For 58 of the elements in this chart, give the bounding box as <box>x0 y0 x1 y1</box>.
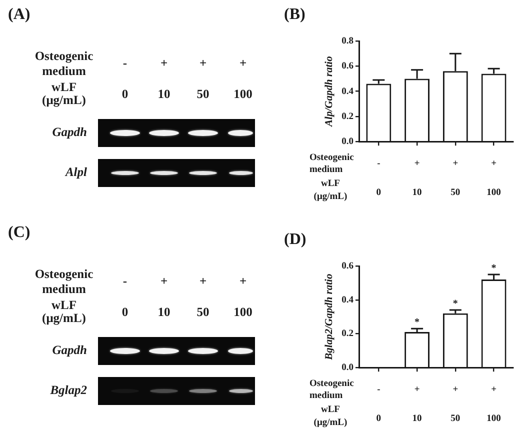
text: 0 <box>122 305 128 320</box>
x-tick-label: 0 <box>376 414 382 424</box>
text: + <box>452 385 458 396</box>
text: + <box>414 385 420 396</box>
text: - <box>377 159 380 170</box>
chart-title: (D) <box>284 231 306 249</box>
y-tick-label: 0.6 <box>342 261 354 272</box>
text: Alpl <box>65 165 87 180</box>
text: - <box>122 274 128 289</box>
text: 10 <box>158 87 170 102</box>
y-tick-label: 0.2 <box>342 112 354 122</box>
y-tick-label: 0.0 <box>342 137 354 148</box>
text: (C) <box>8 224 30 242</box>
text: 50 <box>196 87 210 102</box>
data-label: * <box>452 298 458 310</box>
data-label: * <box>491 263 496 274</box>
text: 100 <box>234 305 252 320</box>
text: + <box>491 159 497 170</box>
text: + <box>199 56 207 71</box>
text: Bglap2 <box>50 383 87 398</box>
text: + <box>199 274 207 289</box>
text: + <box>239 274 247 289</box>
y-axis-title: Bglap2/Gapdh ratio <box>324 274 336 361</box>
chart-title: (B) <box>284 6 306 24</box>
text: - <box>122 56 128 71</box>
x-tick-label: 50 <box>450 188 460 198</box>
y-tick-label: 0.0 <box>342 363 354 374</box>
x-tick-label: 0 <box>376 188 382 198</box>
text: 100 <box>234 87 252 102</box>
text: + <box>452 159 458 170</box>
x-axis-title: wLF (μg/mL) <box>314 179 348 202</box>
text: + <box>160 56 168 71</box>
x-axis-title: wLF (μg/mL) <box>314 405 348 428</box>
text: Gapdh <box>52 343 87 358</box>
x-tick-label: 100 <box>486 188 502 198</box>
x-tick-label: 100 <box>486 414 502 424</box>
data-label: * <box>414 317 420 328</box>
x-tick-label: 10 <box>412 414 422 424</box>
text: 0 <box>122 87 128 102</box>
text: wLF (μg/mL) <box>42 298 86 326</box>
y-tick-label: 0.4 <box>342 86 354 97</box>
x-tick-label: 10 <box>412 188 422 198</box>
text: + <box>414 159 420 170</box>
text: + <box>239 56 247 71</box>
y-tick-label: 0.4 <box>342 295 354 306</box>
text: + <box>491 385 497 396</box>
text: 10 <box>158 305 170 320</box>
y-tick-label: 0.8 <box>342 36 354 46</box>
x-tick-label: 50 <box>450 414 460 424</box>
text: 50 <box>196 305 210 320</box>
y-tick-label: 0.2 <box>342 329 354 340</box>
text: wLF (μg/mL) <box>42 80 86 108</box>
y-tick-label: 0.6 <box>342 62 354 72</box>
y-axis-title: Alp/Gapdh ratio <box>324 56 336 128</box>
text: - <box>377 385 380 396</box>
text: (A) <box>8 6 30 24</box>
text: Gapdh <box>52 125 87 140</box>
text: + <box>160 274 168 289</box>
